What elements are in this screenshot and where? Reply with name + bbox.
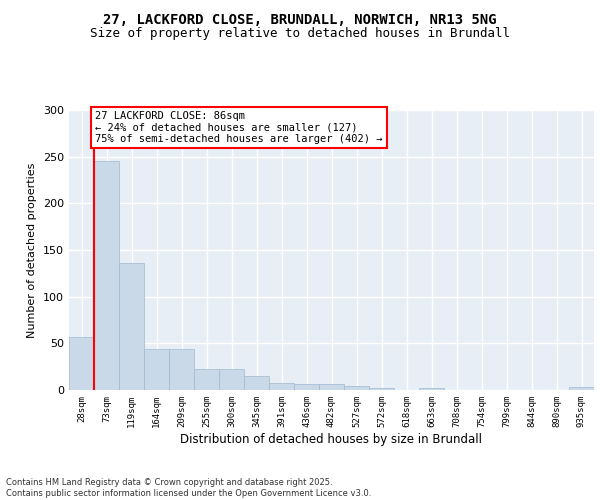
Bar [369,388,394,390]
Y-axis label: Number of detached properties: Number of detached properties [28,162,37,338]
Bar [94,162,119,390]
Bar [69,337,94,390]
Bar [194,370,219,390]
Text: Size of property relative to detached houses in Brundall: Size of property relative to detached ho… [90,28,510,40]
Text: 27 LACKFORD CLOSE: 86sqm
← 24% of detached houses are smaller (127)
75% of semi-: 27 LACKFORD CLOSE: 86sqm ← 24% of detach… [95,111,383,144]
Text: Contains HM Land Registry data © Crown copyright and database right 2025.
Contai: Contains HM Land Registry data © Crown c… [6,478,371,498]
Bar [244,376,269,390]
Bar [569,387,594,390]
Bar [219,370,244,390]
X-axis label: Distribution of detached houses by size in Brundall: Distribution of detached houses by size … [181,432,482,446]
Bar [419,388,444,390]
Bar [144,349,169,390]
Bar [294,384,319,390]
Bar [344,386,369,390]
Bar [169,349,194,390]
Text: 27, LACKFORD CLOSE, BRUNDALL, NORWICH, NR13 5NG: 27, LACKFORD CLOSE, BRUNDALL, NORWICH, N… [103,12,497,26]
Bar [119,263,144,390]
Bar [319,384,344,390]
Bar [269,384,294,390]
